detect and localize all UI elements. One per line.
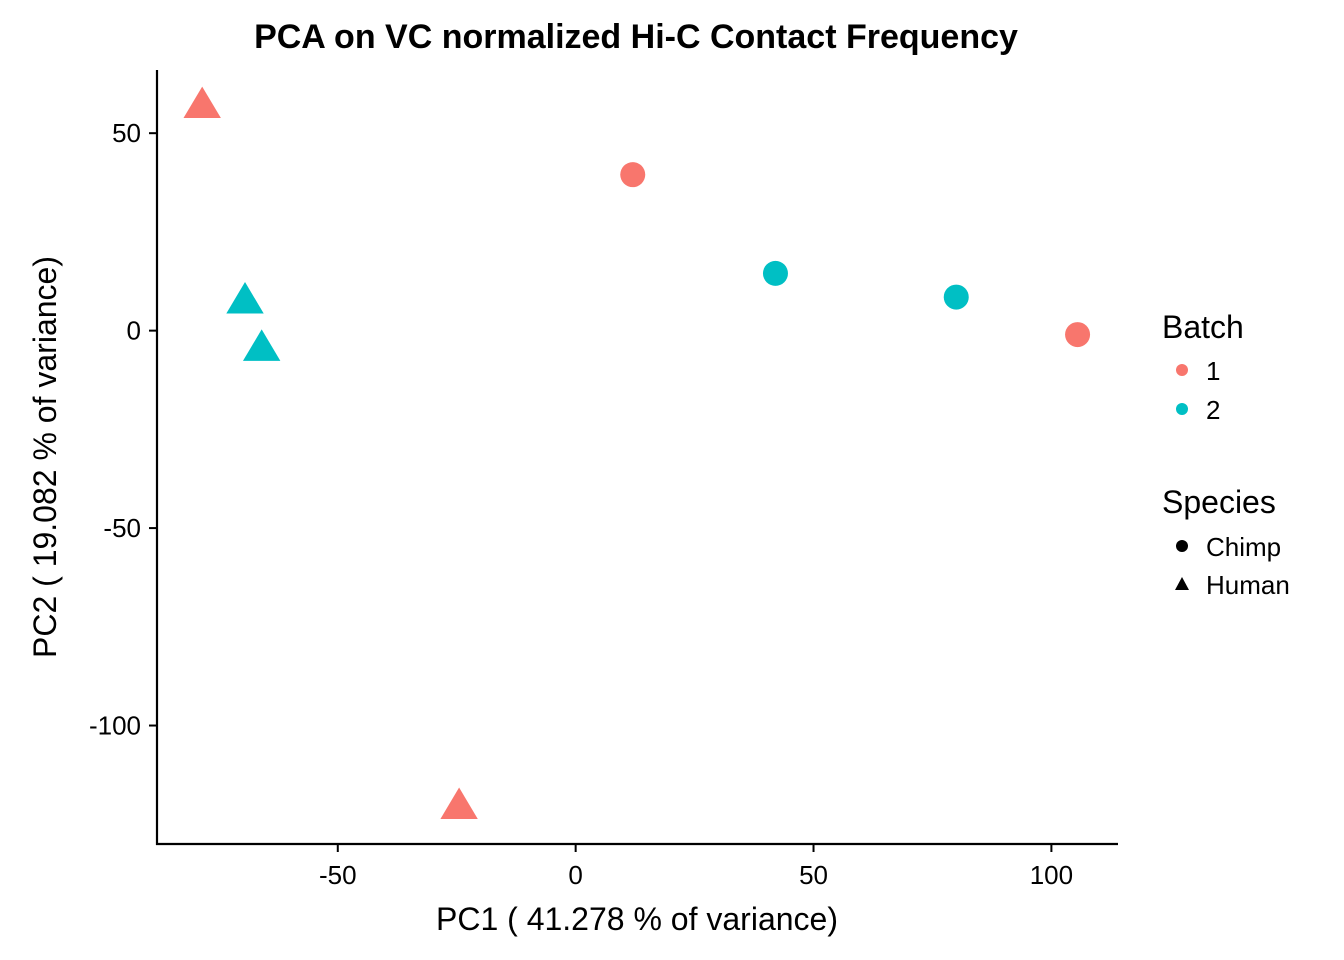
y-tick-label: 0 (127, 316, 141, 346)
chimp-point (943, 284, 969, 310)
human-point (440, 787, 478, 819)
x-tick-label: 50 (799, 860, 828, 890)
chimp-point (762, 260, 788, 286)
legend-chimp-label: Chimp (1206, 532, 1281, 562)
chart-title: PCA on VC normalized Hi-C Contact Freque… (254, 18, 1018, 56)
y-tick-label: -50 (103, 513, 141, 543)
human-point (242, 329, 281, 361)
legend-batch-1-label: 1 (1206, 356, 1220, 386)
legend-chimp-key (1176, 540, 1188, 552)
legend: Batch 1 2 Species Chimp Human (1162, 309, 1290, 600)
x-tick-label: 0 (568, 860, 582, 890)
legend-batch-2-key (1176, 403, 1188, 415)
legend-species-title: Species (1162, 484, 1276, 520)
chimp-point (1065, 322, 1091, 348)
y-ticks: 50 0 -50 -100 (89, 118, 157, 741)
chimp-point (620, 162, 646, 188)
x-tick-label: -50 (319, 860, 357, 890)
data-points (183, 86, 1091, 819)
legend-batch-title: Batch (1162, 309, 1244, 345)
y-tick-label: -100 (89, 711, 141, 741)
x-ticks: -50 0 50 100 (319, 844, 1073, 890)
x-tick-label: 100 (1030, 860, 1073, 890)
human-point (226, 282, 264, 314)
legend-batch-1-key (1176, 364, 1188, 376)
legend-batch-2-label: 2 (1206, 395, 1220, 425)
legend-human-label: Human (1206, 570, 1290, 600)
axes (155, 70, 1118, 846)
human-point (183, 86, 221, 119)
x-axis-title: PC1 ( 41.278 % of variance) (436, 901, 838, 937)
legend-human-key (1175, 577, 1189, 590)
y-axis-title: PC2 ( 19.082 % of variance) (27, 256, 63, 658)
y-tick-label: 50 (112, 118, 141, 148)
